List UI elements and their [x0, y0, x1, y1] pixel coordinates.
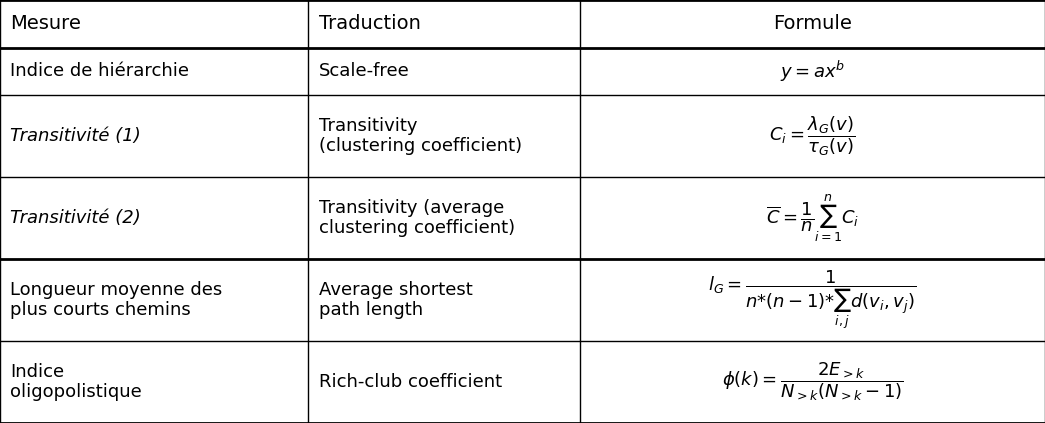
Text: Rich-club coefficient: Rich-club coefficient	[319, 373, 502, 391]
Text: Average shortest
path length: Average shortest path length	[319, 280, 472, 319]
Text: Formule: Formule	[773, 14, 852, 33]
Text: $\phi(k) = \dfrac{2E_{>k}}{N_{>k}(N_{>k}-1)}$: $\phi(k) = \dfrac{2E_{>k}}{N_{>k}(N_{>k}…	[722, 361, 903, 404]
Text: Transitivité (1): Transitivité (1)	[10, 127, 141, 145]
Text: Transitivity (average
clustering coefficient): Transitivity (average clustering coeffic…	[319, 199, 515, 237]
Text: Transitivity
(clustering coefficient): Transitivity (clustering coefficient)	[319, 117, 521, 156]
Text: Scale-free: Scale-free	[319, 62, 410, 80]
Text: Longueur moyenne des
plus courts chemins: Longueur moyenne des plus courts chemins	[10, 280, 223, 319]
Text: Indice
oligopolistique: Indice oligopolistique	[10, 363, 142, 401]
Text: Transitivité (2): Transitivité (2)	[10, 209, 141, 227]
Text: Indice de hiérarchie: Indice de hiérarchie	[10, 62, 189, 80]
Text: Traduction: Traduction	[319, 14, 420, 33]
Text: Mesure: Mesure	[10, 14, 82, 33]
Text: $l_G = \dfrac{1}{n{*}(n-1){*}\sum_{i,j} d(v_i,v_j)}$: $l_G = \dfrac{1}{n{*}(n-1){*}\sum_{i,j} …	[709, 269, 916, 332]
Text: $\overline{C} = \dfrac{1}{n}\sum_{i=1}^{n} C_i$: $\overline{C} = \dfrac{1}{n}\sum_{i=1}^{…	[766, 192, 859, 244]
Text: $y = ax^{b}$: $y = ax^{b}$	[780, 59, 845, 84]
Text: $C_i = \dfrac{\lambda_G(v)}{\tau_G(v)}$: $C_i = \dfrac{\lambda_G(v)}{\tau_G(v)}$	[769, 114, 856, 158]
